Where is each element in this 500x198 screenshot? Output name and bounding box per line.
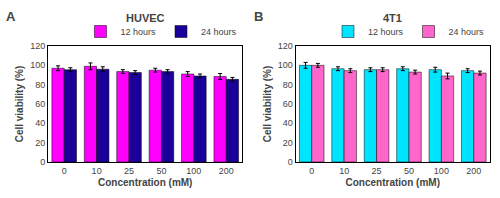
svg-text:0: 0 — [40, 157, 45, 167]
svg-text:10: 10 — [92, 166, 102, 176]
svg-text:60: 60 — [35, 99, 45, 109]
svg-text:20: 20 — [35, 138, 45, 148]
svg-text:50: 50 — [156, 166, 166, 176]
svg-text:4T1: 4T1 — [383, 12, 402, 24]
svg-text:B: B — [254, 9, 263, 24]
svg-text:0: 0 — [309, 166, 314, 176]
svg-text:HUVEC: HUVEC — [126, 12, 165, 24]
svg-text:0: 0 — [288, 157, 293, 167]
svg-text:12 hours: 12 hours — [368, 27, 404, 37]
svg-text:80: 80 — [283, 80, 293, 90]
svg-text:100: 100 — [30, 60, 45, 70]
svg-text:80: 80 — [35, 80, 45, 90]
svg-text:Cell viability (%): Cell viability (%) — [262, 66, 273, 143]
svg-text:12 hours: 12 hours — [120, 27, 156, 37]
svg-text:40: 40 — [283, 118, 293, 128]
svg-text:40: 40 — [35, 118, 45, 128]
svg-text:120: 120 — [30, 41, 45, 51]
svg-text:200: 200 — [219, 166, 234, 176]
svg-text:25: 25 — [124, 166, 134, 176]
svg-text:200: 200 — [466, 166, 481, 176]
svg-text:25: 25 — [372, 166, 382, 176]
svg-text:50: 50 — [404, 166, 414, 176]
svg-text:A: A — [6, 9, 16, 24]
svg-text:120: 120 — [278, 41, 293, 51]
svg-text:10: 10 — [339, 166, 349, 176]
svg-text:Cell viability (%): Cell viability (%) — [14, 66, 25, 143]
svg-text:100: 100 — [434, 166, 449, 176]
svg-text:100: 100 — [278, 60, 293, 70]
svg-text:Concentration (mM): Concentration (mM) — [98, 177, 192, 188]
svg-text:100: 100 — [186, 166, 201, 176]
svg-text:0: 0 — [62, 166, 67, 176]
svg-text:24 hours: 24 hours — [201, 27, 237, 37]
svg-text:Concentration (mM): Concentration (mM) — [346, 177, 440, 188]
svg-text:20: 20 — [283, 138, 293, 148]
svg-text:24 hours: 24 hours — [449, 27, 485, 37]
svg-text:60: 60 — [283, 99, 293, 109]
